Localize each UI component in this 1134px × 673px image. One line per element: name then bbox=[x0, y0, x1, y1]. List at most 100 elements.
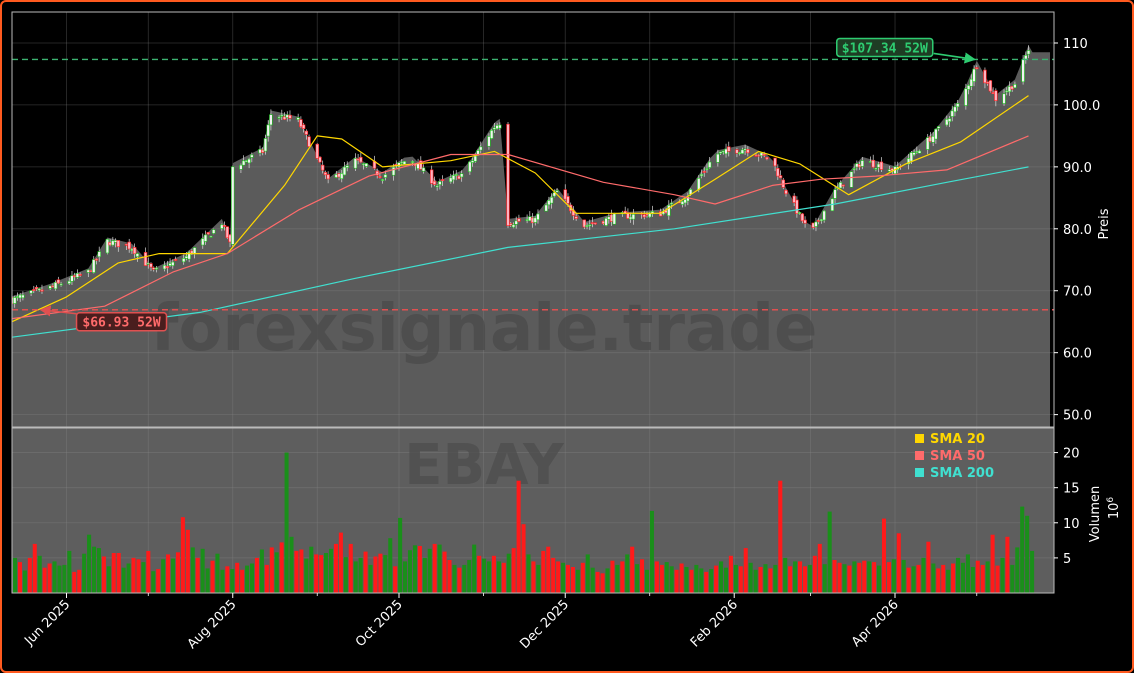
volume-bar-up bbox=[67, 550, 72, 593]
volume-bar-up bbox=[62, 564, 67, 593]
volume-bar-down bbox=[111, 553, 116, 593]
candle-up bbox=[495, 125, 499, 130]
legend-swatch-sma50 bbox=[915, 451, 924, 460]
volume-bar-up bbox=[452, 564, 457, 593]
watermark-ticker: EBAY bbox=[404, 433, 565, 498]
volume-bar-up bbox=[709, 569, 714, 593]
volume-bar-down bbox=[254, 557, 259, 593]
volume-bar-down bbox=[72, 571, 77, 593]
volume-bar-down bbox=[886, 562, 891, 593]
candle-down bbox=[432, 180, 437, 185]
candle-up bbox=[849, 171, 854, 188]
low-52w-annotation: $66.93 52W bbox=[75, 311, 168, 332]
volume-bar-up bbox=[220, 569, 225, 593]
volume-bar-up bbox=[694, 564, 699, 593]
candle-up bbox=[168, 263, 172, 266]
volume-bar-down bbox=[442, 551, 447, 593]
volume-bar-down bbox=[333, 543, 338, 593]
candle-up bbox=[383, 174, 388, 178]
candle-up bbox=[86, 269, 91, 273]
x-tick-label: Feb 2026 bbox=[688, 597, 741, 650]
x-tick-label: Aug 2025 bbox=[185, 597, 240, 652]
candle-down bbox=[89, 270, 93, 273]
volume-bar-down bbox=[580, 562, 585, 593]
volume-bar-up bbox=[141, 562, 146, 593]
candle-down bbox=[206, 232, 210, 235]
candle-up bbox=[955, 103, 960, 108]
candle-up bbox=[400, 161, 404, 164]
candle-down bbox=[440, 179, 445, 182]
volume-bar-down bbox=[501, 562, 506, 593]
candle-down bbox=[419, 160, 423, 170]
candle-up bbox=[680, 200, 685, 205]
candle-up bbox=[449, 177, 453, 183]
volume-bar-down bbox=[491, 555, 496, 593]
volume-bar-up bbox=[422, 557, 427, 593]
volume-bar-down bbox=[817, 543, 822, 593]
candle-up bbox=[945, 118, 949, 126]
volume-bar-down bbox=[995, 565, 1000, 593]
volume-bar-down bbox=[17, 562, 22, 593]
volume-bar-up bbox=[328, 548, 334, 593]
x-tick-label: Apr 2026 bbox=[849, 597, 902, 650]
volume-bar-up bbox=[383, 555, 388, 593]
volume-bar-up bbox=[289, 536, 294, 593]
volume-bar-up bbox=[403, 561, 408, 593]
volume-bar-up bbox=[496, 561, 501, 593]
candle-up bbox=[451, 174, 456, 181]
candle-up bbox=[498, 124, 502, 129]
candle-down bbox=[378, 176, 382, 178]
volume-bar-down bbox=[27, 557, 32, 593]
volume-bar-down bbox=[210, 560, 215, 593]
volume-bar-up bbox=[462, 564, 467, 593]
volume-bar-up bbox=[398, 517, 403, 593]
candle-up bbox=[454, 174, 458, 176]
candle-up bbox=[92, 259, 96, 273]
candle-up bbox=[468, 161, 472, 173]
volume-bar-down bbox=[906, 567, 911, 593]
volume-bar-down bbox=[314, 554, 319, 593]
volume-y-axis: 5 10 15 20 bbox=[1054, 447, 1080, 567]
candle-down bbox=[857, 164, 862, 168]
volume-bar-up bbox=[170, 558, 176, 593]
candle-down bbox=[928, 136, 933, 142]
candle-up bbox=[459, 173, 464, 178]
volume-bar-down bbox=[872, 562, 877, 593]
volume-bar-up bbox=[842, 564, 847, 593]
volume-bar-down bbox=[556, 561, 561, 593]
legend-label-sma200: SMA 200 bbox=[930, 466, 994, 481]
candle-up bbox=[203, 234, 208, 242]
candle-up bbox=[187, 251, 191, 260]
candle-down bbox=[792, 195, 796, 203]
volume-bar-up bbox=[526, 554, 531, 593]
candle-down bbox=[626, 212, 630, 219]
volume-bar-down bbox=[778, 480, 783, 593]
candle-down bbox=[566, 196, 570, 204]
price-tick-label: 110 bbox=[1063, 37, 1088, 52]
volume-bar-up bbox=[343, 557, 348, 593]
legend-swatch-sma20 bbox=[915, 434, 924, 443]
candle-down bbox=[299, 119, 303, 128]
candle-down bbox=[32, 289, 36, 292]
candle-up bbox=[15, 296, 20, 298]
volume-bar-up bbox=[407, 550, 413, 593]
volume-bar-down bbox=[674, 569, 679, 593]
candle-up bbox=[737, 152, 742, 155]
candle-down bbox=[985, 81, 990, 84]
candle-up bbox=[410, 161, 415, 163]
volume-bar-down bbox=[166, 554, 171, 593]
volume-bar-down bbox=[363, 551, 368, 593]
candle-up bbox=[819, 219, 824, 222]
candle-up bbox=[718, 151, 723, 154]
volume-tick-label: 15 bbox=[1063, 482, 1080, 497]
volume-bar-up bbox=[151, 571, 156, 593]
candle-up bbox=[909, 152, 914, 162]
volume-axis-unit-base: 10 bbox=[1107, 503, 1122, 520]
candle-down bbox=[261, 149, 265, 153]
volume-bar-up bbox=[877, 565, 882, 593]
volume-bar-up bbox=[585, 554, 590, 593]
volume-bar-up bbox=[625, 554, 630, 593]
candle-up bbox=[18, 294, 22, 299]
high-52w-annotation: $107.34 52W bbox=[836, 37, 934, 58]
volume-bar-down bbox=[393, 566, 398, 593]
